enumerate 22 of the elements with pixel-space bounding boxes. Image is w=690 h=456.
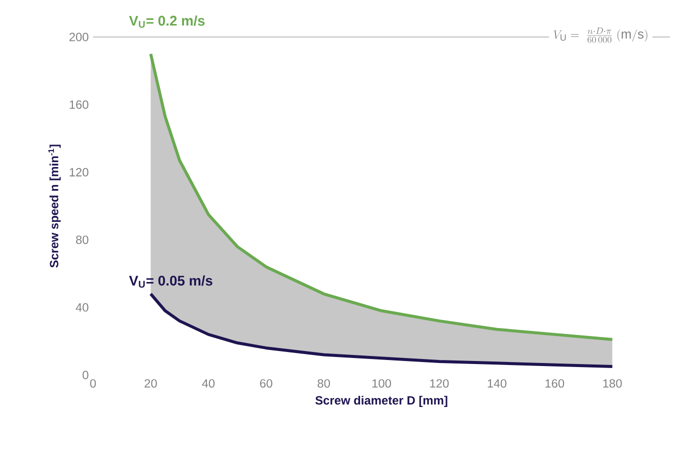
x-tick-label: 40: [202, 379, 215, 388]
x-tick-label: 120: [430, 379, 449, 388]
x-tick-label: 160: [546, 379, 564, 388]
text: V$_{U}$= 0.2 m/s: [129, 15, 205, 28]
line-series: [149, 292, 614, 368]
y-axis-title: Screw speed n [min$^{-1}$]: [48, 144, 61, 268]
y-tick-label: 0: [82, 370, 88, 380]
x-tick-label: 0: [90, 379, 96, 388]
x-tick-label: 140: [488, 379, 506, 388]
y-tick-label: 200: [69, 32, 88, 42]
y-tick-label: 160: [70, 100, 88, 109]
x-tick-label: 60: [260, 379, 272, 388]
y-tick-label: 120: [70, 168, 88, 176]
series-label: V$_{U}$= 0.05 m/s: [129, 275, 212, 288]
x-tick-label: 20: [144, 379, 157, 388]
annotation: $V_{\mathrm{U}}=\;\frac{n\cdot D\cdot \pi}{60\,000}\;\mathrm{(m/s)}$: [554, 28, 648, 43]
x-tick-label: 100: [372, 379, 392, 388]
y-tick-label: 80: [76, 236, 88, 244]
x-tick-label: 80: [318, 379, 330, 388]
x-tick-label: 180: [603, 379, 622, 388]
y-tick-label: 40: [76, 303, 88, 312]
x-axis-title: Screw diameter D [mm]: [315, 396, 448, 407]
